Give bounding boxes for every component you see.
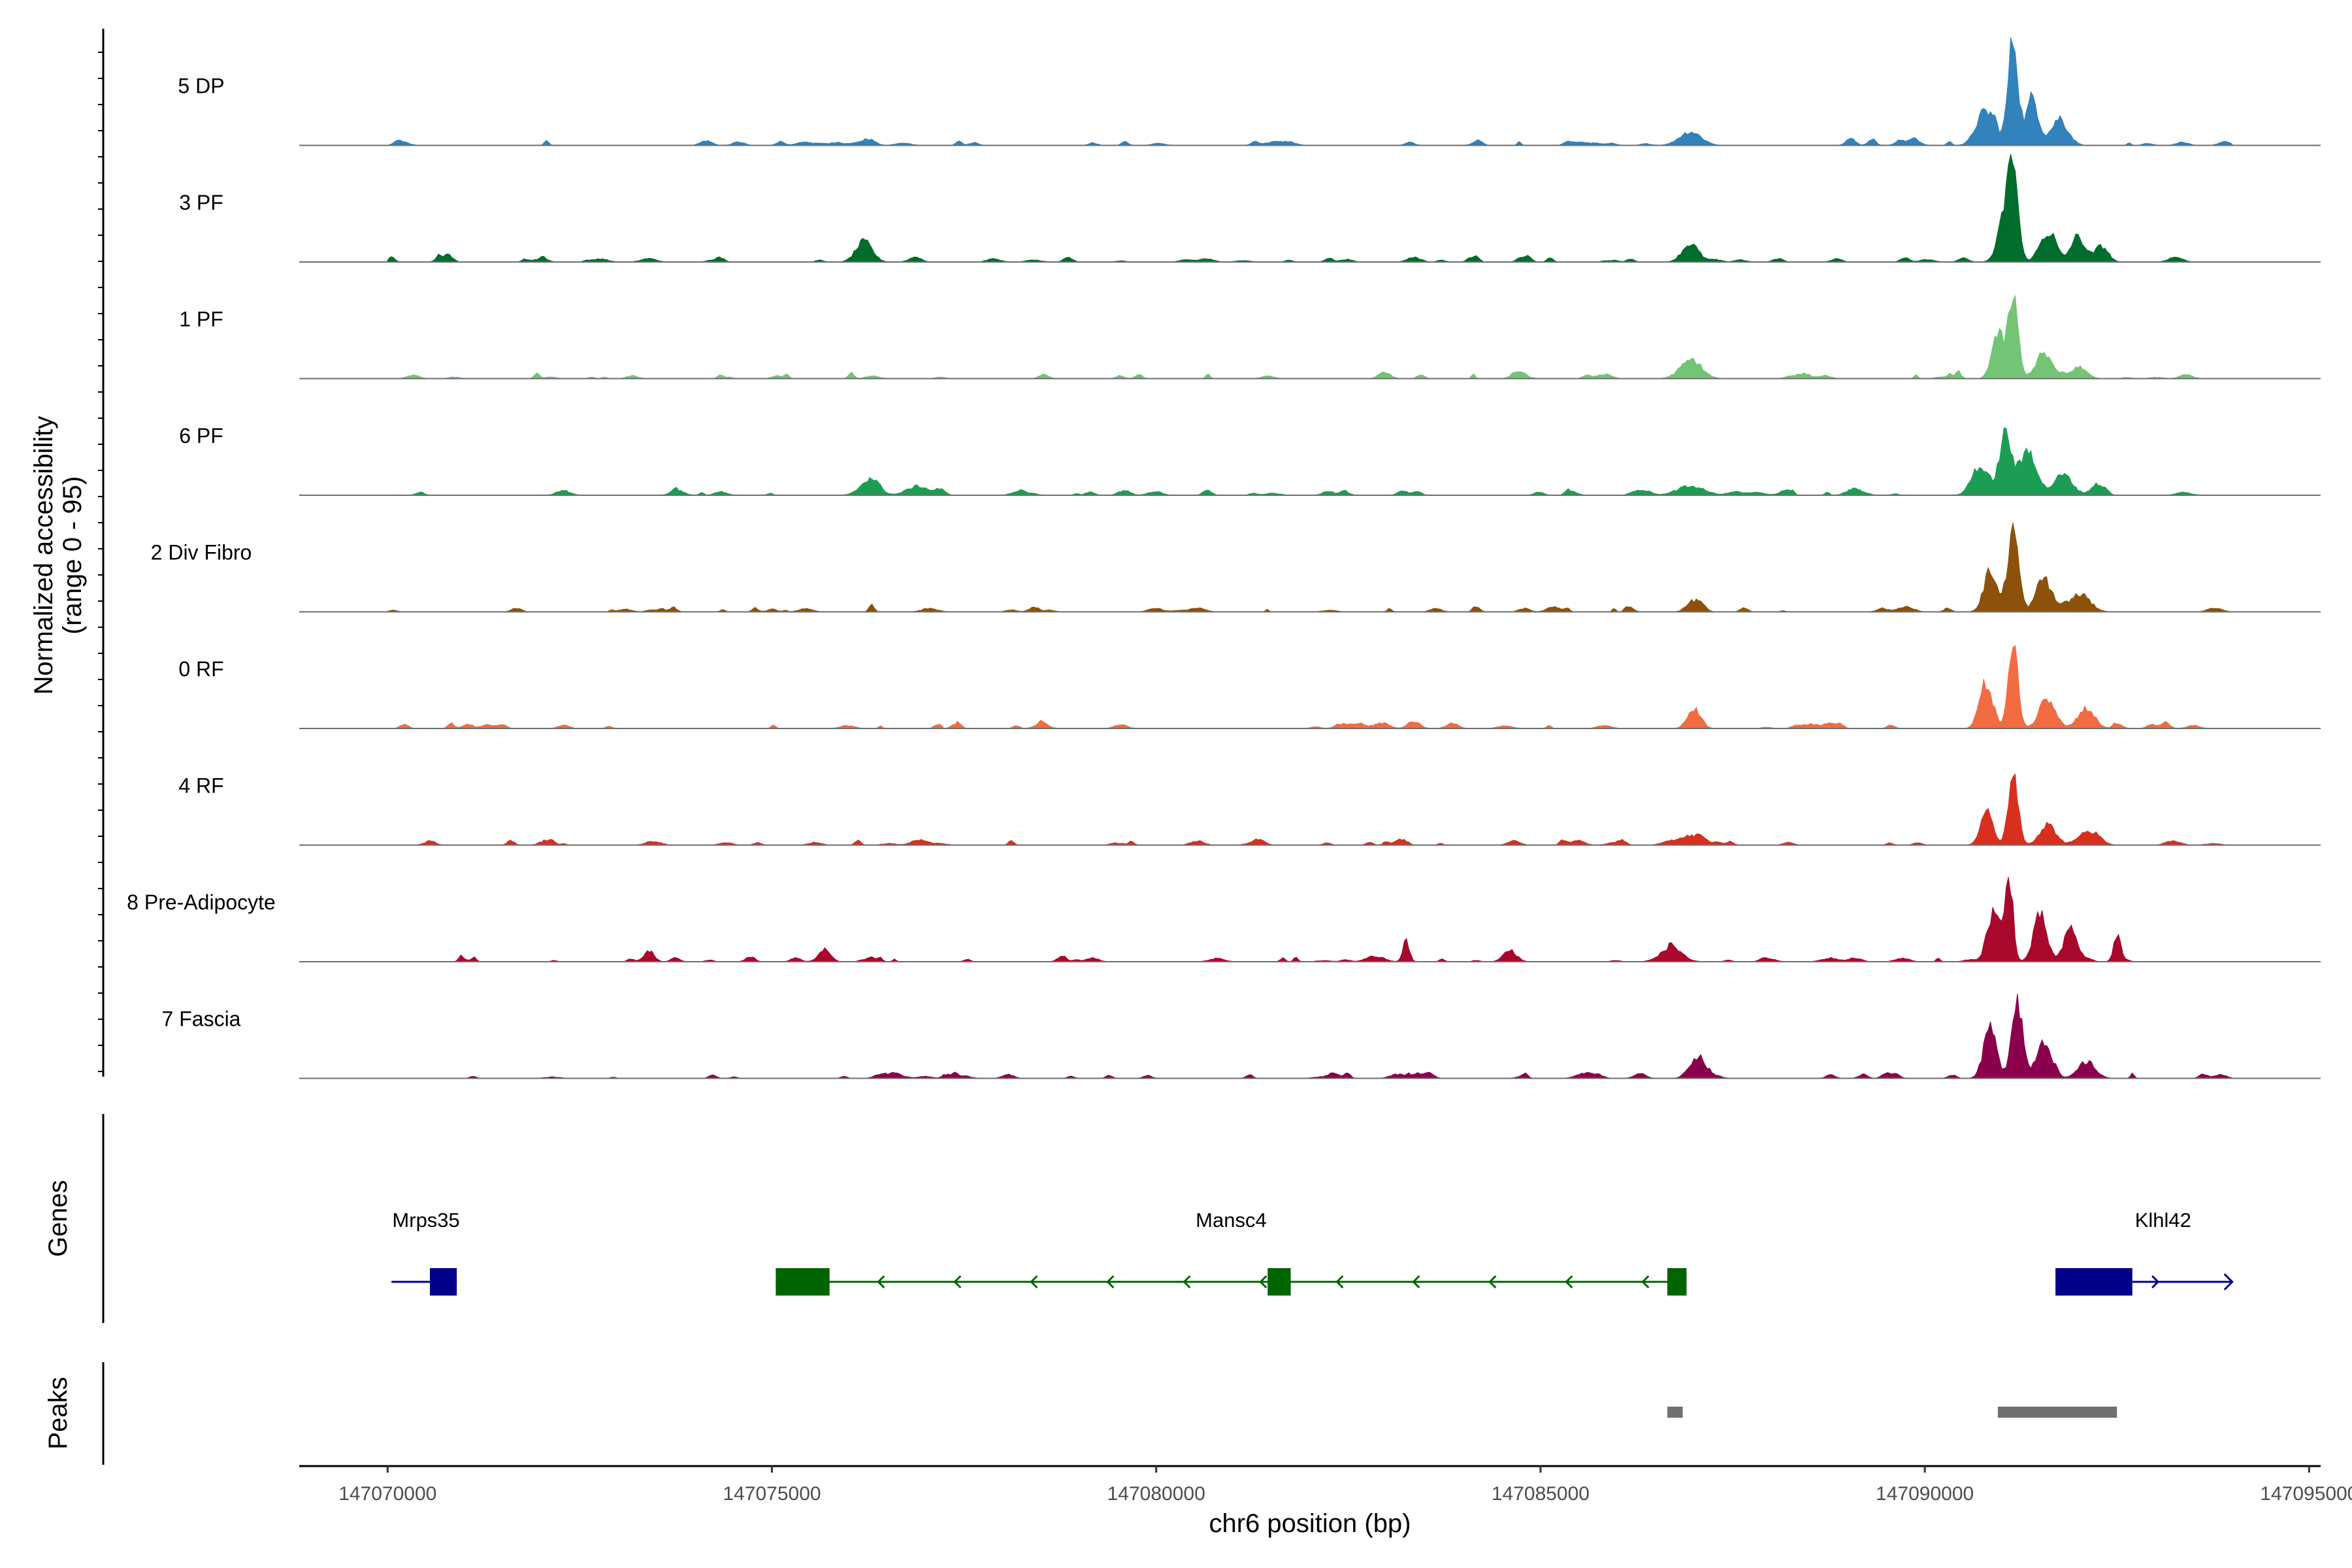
peak-region-bar — [1997, 1407, 2117, 1418]
strand-arrow-icon — [1335, 1275, 1344, 1289]
coverage-tracks: 5 DP 3 PF 1 PF 6 PF 2 Div Fibro 0 RF 4 RF 8 Pre… — [127, 37, 2321, 1079]
track-label: 7 Fascia — [162, 1007, 241, 1031]
gene-exon — [776, 1268, 830, 1296]
track-label: 5 DP — [178, 74, 224, 98]
gene-mrps35: Mrps35 — [391, 1209, 460, 1296]
x-axis-title: chr6 position (bp) — [1209, 1509, 1411, 1538]
gene-exon — [1667, 1268, 1687, 1296]
track-0-rf: 0 RF — [178, 645, 2321, 729]
strand-arrow-icon — [1565, 1275, 1573, 1289]
track-4-rf: 4 RF — [178, 773, 2321, 846]
gene-label: Mansc4 — [1196, 1209, 1267, 1232]
track-label: 3 PF — [179, 191, 223, 214]
track-label: 4 RF — [178, 774, 223, 798]
strand-arrow-icon — [1030, 1275, 1038, 1289]
track-label: 8 Pre-Adipocyte — [127, 890, 276, 914]
strand-arrow-icon — [1259, 1275, 1267, 1289]
coverage-y-axis-ticks — [98, 52, 103, 1072]
peaks-panel-label: Peaks — [44, 1377, 73, 1449]
x-tick-label: 147095000 — [2260, 1483, 2352, 1505]
strand-arrow-icon — [2151, 1275, 2160, 1289]
track-label: 0 RF — [178, 657, 223, 681]
track-6-pf: 6 PF — [179, 424, 2321, 496]
y-axis-title-line1: Normalized accessibility — [29, 416, 58, 695]
genes-panel-label: Genes — [44, 1180, 73, 1257]
track-label: 2 Div Fibro — [151, 541, 252, 564]
gene-exon — [2055, 1268, 2132, 1296]
gene-mansc4: Mansc4 — [776, 1209, 1687, 1296]
strand-arrow-icon — [877, 1275, 885, 1289]
track-8-pre-adipocyte: 8 Pre-Adipocyte — [127, 877, 2321, 962]
y-axis-title: Normalized accessibility (range 0 - 95) — [29, 416, 87, 695]
strand-arrow-icon — [2223, 1273, 2234, 1291]
strand-arrow-icon — [1106, 1275, 1115, 1289]
y-axis-title-line2: (range 0 - 95) — [58, 476, 87, 634]
gene-exon — [1267, 1268, 1291, 1296]
strand-arrow-icon — [1488, 1275, 1497, 1289]
track-label: 6 PF — [179, 424, 223, 448]
gene-label: Klhl42 — [2135, 1209, 2191, 1232]
strand-arrow-icon — [953, 1275, 962, 1289]
gene-annotation-panel: Mrps35 Mansc4 Klhl42 — [391, 1209, 2234, 1296]
x-tick-label: 147070000 — [338, 1483, 436, 1505]
x-tick-label: 147085000 — [1492, 1483, 1590, 1505]
track-2-div-fibro: 2 Div Fibro — [151, 523, 2321, 613]
gene-klhl42: Klhl42 — [2055, 1209, 2234, 1296]
x-tick-label: 147090000 — [1876, 1483, 1974, 1505]
peak-region-bar — [1667, 1407, 1683, 1418]
x-axis-ticks: 147070000 147075000 147080000 147085000 1470… — [338, 1466, 2352, 1505]
gene-label: Mrps35 — [392, 1209, 459, 1232]
strand-arrow-icon — [1412, 1275, 1420, 1289]
peak-region-panel — [1667, 1407, 2117, 1418]
gene-exon — [429, 1268, 457, 1296]
track-3-pf: 3 PF — [179, 154, 2321, 263]
x-tick-label: 147080000 — [1107, 1483, 1205, 1505]
x-tick-label: 147075000 — [723, 1483, 821, 1505]
track-5-dp: 5 DP — [178, 37, 2321, 146]
track-label: 1 PF — [179, 308, 223, 331]
strand-arrow-icon — [1183, 1275, 1191, 1289]
track-1-pf: 1 PF — [179, 295, 2321, 380]
track-7-fascia: 7 Fascia — [162, 993, 2321, 1079]
strand-arrow-icon — [1641, 1275, 1650, 1289]
